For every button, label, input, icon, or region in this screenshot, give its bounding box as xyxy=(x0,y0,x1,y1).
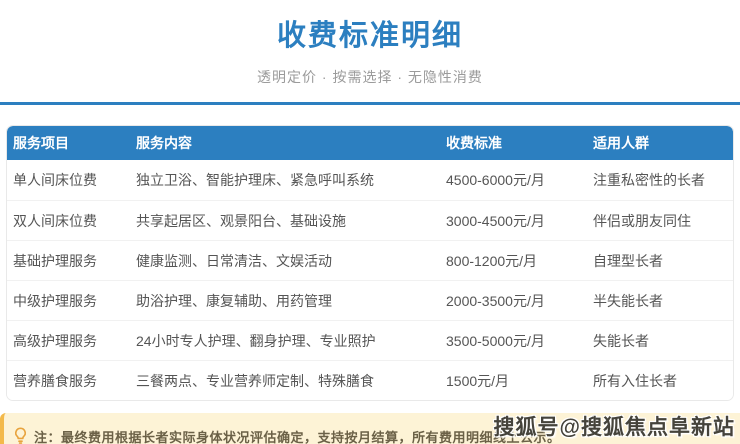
column-header-target-group: 适用人群 xyxy=(593,135,649,151)
table-body: 单人间床位费 独立卫浴、智能护理床、紧急呼叫系统 4500-6000元/月 注重… xyxy=(7,160,733,400)
cell-service-content: 健康监测、日常清洁、文娱活动 xyxy=(136,252,332,269)
table-row: 双人间床位费 共享起居区、观景阳台、基础设施 3000-4500元/月 伴侣或朋… xyxy=(7,200,733,240)
cell-price: 800-1200元/月 xyxy=(446,252,538,269)
cell-service-item: 双人间床位费 xyxy=(13,212,97,229)
lightbulb-icon xyxy=(13,427,28,444)
cell-service-item: 营养膳食服务 xyxy=(13,372,97,389)
column-header-service-item: 服务项目 xyxy=(13,135,69,151)
table-row: 高级护理服务 24小时专人护理、翻身护理、专业照护 3500-5000元/月 失… xyxy=(7,320,733,360)
cell-audience: 注重私密性的长者 xyxy=(593,172,705,188)
header-divider xyxy=(0,102,740,105)
cell-service-content: 助浴护理、康复辅助、用药管理 xyxy=(136,292,332,309)
cell-price: 1500元/月 xyxy=(446,372,510,389)
cell-service-content: 24小时专人护理、翻身护理、专业照护 xyxy=(136,332,376,349)
cell-price: 4500-6000元/月 xyxy=(446,172,545,188)
cell-service-content: 共享起居区、观景阳台、基础设施 xyxy=(136,212,346,229)
cell-service-content: 独立卫浴、智能护理床、紧急呼叫系统 xyxy=(136,172,374,188)
cell-audience: 半失能长者 xyxy=(593,292,663,309)
pricing-table: 服务项目 服务内容 收费标准 适用人群 单人间床位费 独立卫浴、智能护理床、紧急… xyxy=(6,125,734,401)
note-text: 注：最终费用根据长者实际身体状况评估确定，支持按月结算，所有费用明细线上公示。 xyxy=(34,430,561,444)
cell-service-item: 高级护理服务 xyxy=(13,332,97,349)
cell-service-item: 单人间床位费 xyxy=(13,172,97,188)
cell-audience: 失能长者 xyxy=(593,332,649,349)
column-header-fee-standard: 收费标准 xyxy=(446,135,502,151)
cell-audience: 自理型长者 xyxy=(593,252,663,269)
cell-price: 2000-3500元/月 xyxy=(446,292,545,309)
table-row: 基础护理服务 健康监测、日常清洁、文娱活动 800-1200元/月 自理型长者 xyxy=(7,240,733,280)
cell-price: 3500-5000元/月 xyxy=(446,332,545,349)
cell-audience: 伴侣或朋友同住 xyxy=(593,212,691,229)
table-header-row: 服务项目 服务内容 收费标准 适用人群 xyxy=(7,126,733,160)
column-header-service-content: 服务内容 xyxy=(136,135,192,151)
cell-service-content: 三餐两点、专业营养师定制、特殊膳食 xyxy=(136,372,374,389)
table-row: 营养膳食服务 三餐两点、专业营养师定制、特殊膳食 1500元/月 所有入住长者 xyxy=(7,360,733,400)
header-section: 收费标准明细 透明定价 · 按需选择 · 无隐性消费 xyxy=(0,0,740,105)
cell-price: 3000-4500元/月 xyxy=(446,212,545,229)
table-row: 中级护理服务 助浴护理、康复辅助、用药管理 2000-3500元/月 半失能长者 xyxy=(7,280,733,320)
table-row: 单人间床位费 独立卫浴、智能护理床、紧急呼叫系统 4500-6000元/月 注重… xyxy=(7,160,733,200)
watermark-text: 搜狐号@搜狐焦点阜新站 xyxy=(493,416,735,439)
cell-audience: 所有入住长者 xyxy=(593,372,677,389)
page-title: 收费标准明细 xyxy=(276,20,463,52)
cell-service-item: 基础护理服务 xyxy=(13,252,97,269)
page-subtitle: 透明定价 · 按需选择 · 无隐性消费 xyxy=(257,69,483,85)
note-bar: 注：最终费用根据长者实际身体状况评估确定，支持按月结算，所有费用明细线上公示。 xyxy=(0,413,740,444)
cell-service-item: 中级护理服务 xyxy=(13,292,97,309)
